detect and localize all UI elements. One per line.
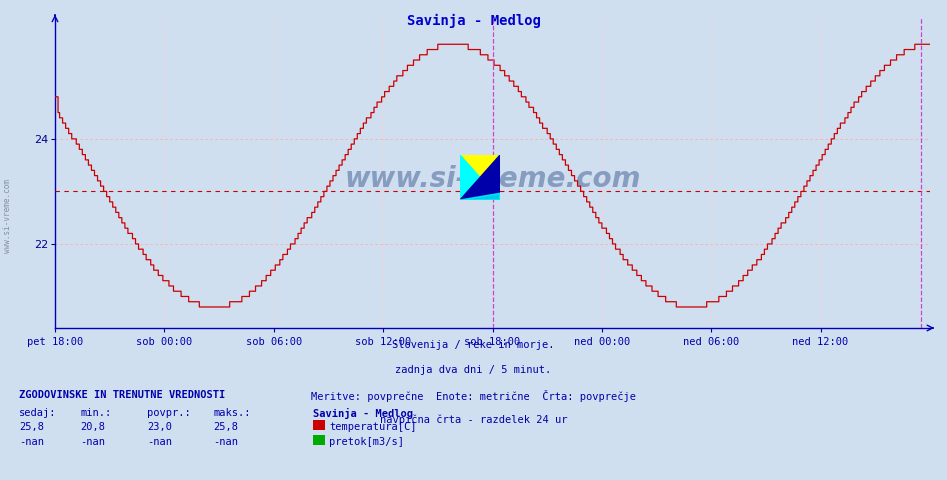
Text: temperatura[C]: temperatura[C] bbox=[330, 422, 417, 432]
Text: zadnja dva dni / 5 minut.: zadnja dva dni / 5 minut. bbox=[396, 365, 551, 375]
Text: Savinja - Medlog: Savinja - Medlog bbox=[313, 408, 413, 419]
Text: -nan: -nan bbox=[80, 437, 105, 447]
Text: pretok[m3/s]: pretok[m3/s] bbox=[330, 437, 404, 447]
Text: 20,8: 20,8 bbox=[80, 422, 105, 432]
Text: www.si-vreme.com: www.si-vreme.com bbox=[345, 165, 641, 193]
Text: 25,8: 25,8 bbox=[19, 422, 44, 432]
Text: Slovenija / reke in morje.: Slovenija / reke in morje. bbox=[392, 340, 555, 350]
Text: min.:: min.: bbox=[80, 408, 112, 418]
Text: ZGODOVINSKE IN TRENUTNE VREDNOSTI: ZGODOVINSKE IN TRENUTNE VREDNOSTI bbox=[19, 390, 225, 400]
Text: -nan: -nan bbox=[213, 437, 238, 447]
Text: 25,8: 25,8 bbox=[213, 422, 238, 432]
Text: Meritve: povprečne  Enote: metrične  Črta: povprečje: Meritve: povprečne Enote: metrične Črta:… bbox=[311, 390, 636, 402]
Text: www.si-vreme.com: www.si-vreme.com bbox=[3, 179, 12, 253]
Text: -nan: -nan bbox=[147, 437, 171, 447]
Text: Savinja - Medlog: Savinja - Medlog bbox=[406, 13, 541, 27]
Text: maks.:: maks.: bbox=[213, 408, 251, 418]
Text: sedaj:: sedaj: bbox=[19, 408, 57, 418]
Text: navpična črta - razdelek 24 ur: navpična črta - razdelek 24 ur bbox=[380, 415, 567, 425]
Text: -nan: -nan bbox=[19, 437, 44, 447]
Text: povpr.:: povpr.: bbox=[147, 408, 190, 418]
Text: 23,0: 23,0 bbox=[147, 422, 171, 432]
